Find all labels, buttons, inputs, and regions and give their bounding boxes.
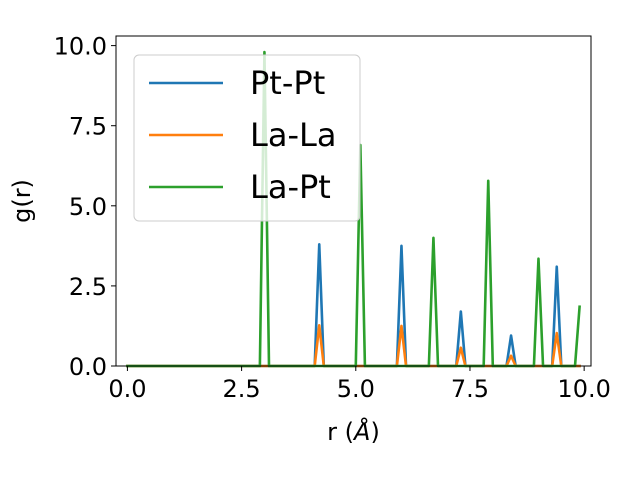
legend-label: La-Pt <box>250 168 331 206</box>
x-axis-label-text: r ( <box>327 418 354 446</box>
y-tick-label: 0.0 <box>69 353 107 381</box>
series-line-pt-pt <box>126 242 581 368</box>
series-line-la-pt <box>126 50 581 368</box>
axes: 0.0 2.5 5.0 7.5 10.0 0.0 2.5 5.0 7.5 10.0 <box>54 33 611 403</box>
y-tick-label: 7.5 <box>69 113 107 141</box>
y-tick-label: 2.5 <box>69 273 107 301</box>
legend-label: Pt-Pt <box>250 64 325 102</box>
plot-area <box>126 50 581 368</box>
legend: Pt-Pt La-La La-Pt <box>133 54 361 222</box>
series-line-la-la <box>126 324 581 368</box>
x-axis-label-unit: Å <box>352 417 370 446</box>
y-tick-label: 10.0 <box>54 33 107 61</box>
y-axis-label: g(r) <box>8 179 36 223</box>
legend-box <box>133 54 361 222</box>
legend-label: La-La <box>250 116 336 154</box>
y-tick-label: 5.0 <box>69 193 107 221</box>
x-tick-label: 5.0 <box>337 375 375 403</box>
x-axis-label: r (Å) <box>327 417 380 446</box>
x-axis-label-close: ) <box>370 418 379 446</box>
axes-frame <box>115 35 592 367</box>
x-tick-label: 7.5 <box>451 375 489 403</box>
x-tick-label: 2.5 <box>223 375 261 403</box>
x-tick-label: 10.0 <box>557 375 610 403</box>
x-tick-label: 0.0 <box>108 375 146 403</box>
